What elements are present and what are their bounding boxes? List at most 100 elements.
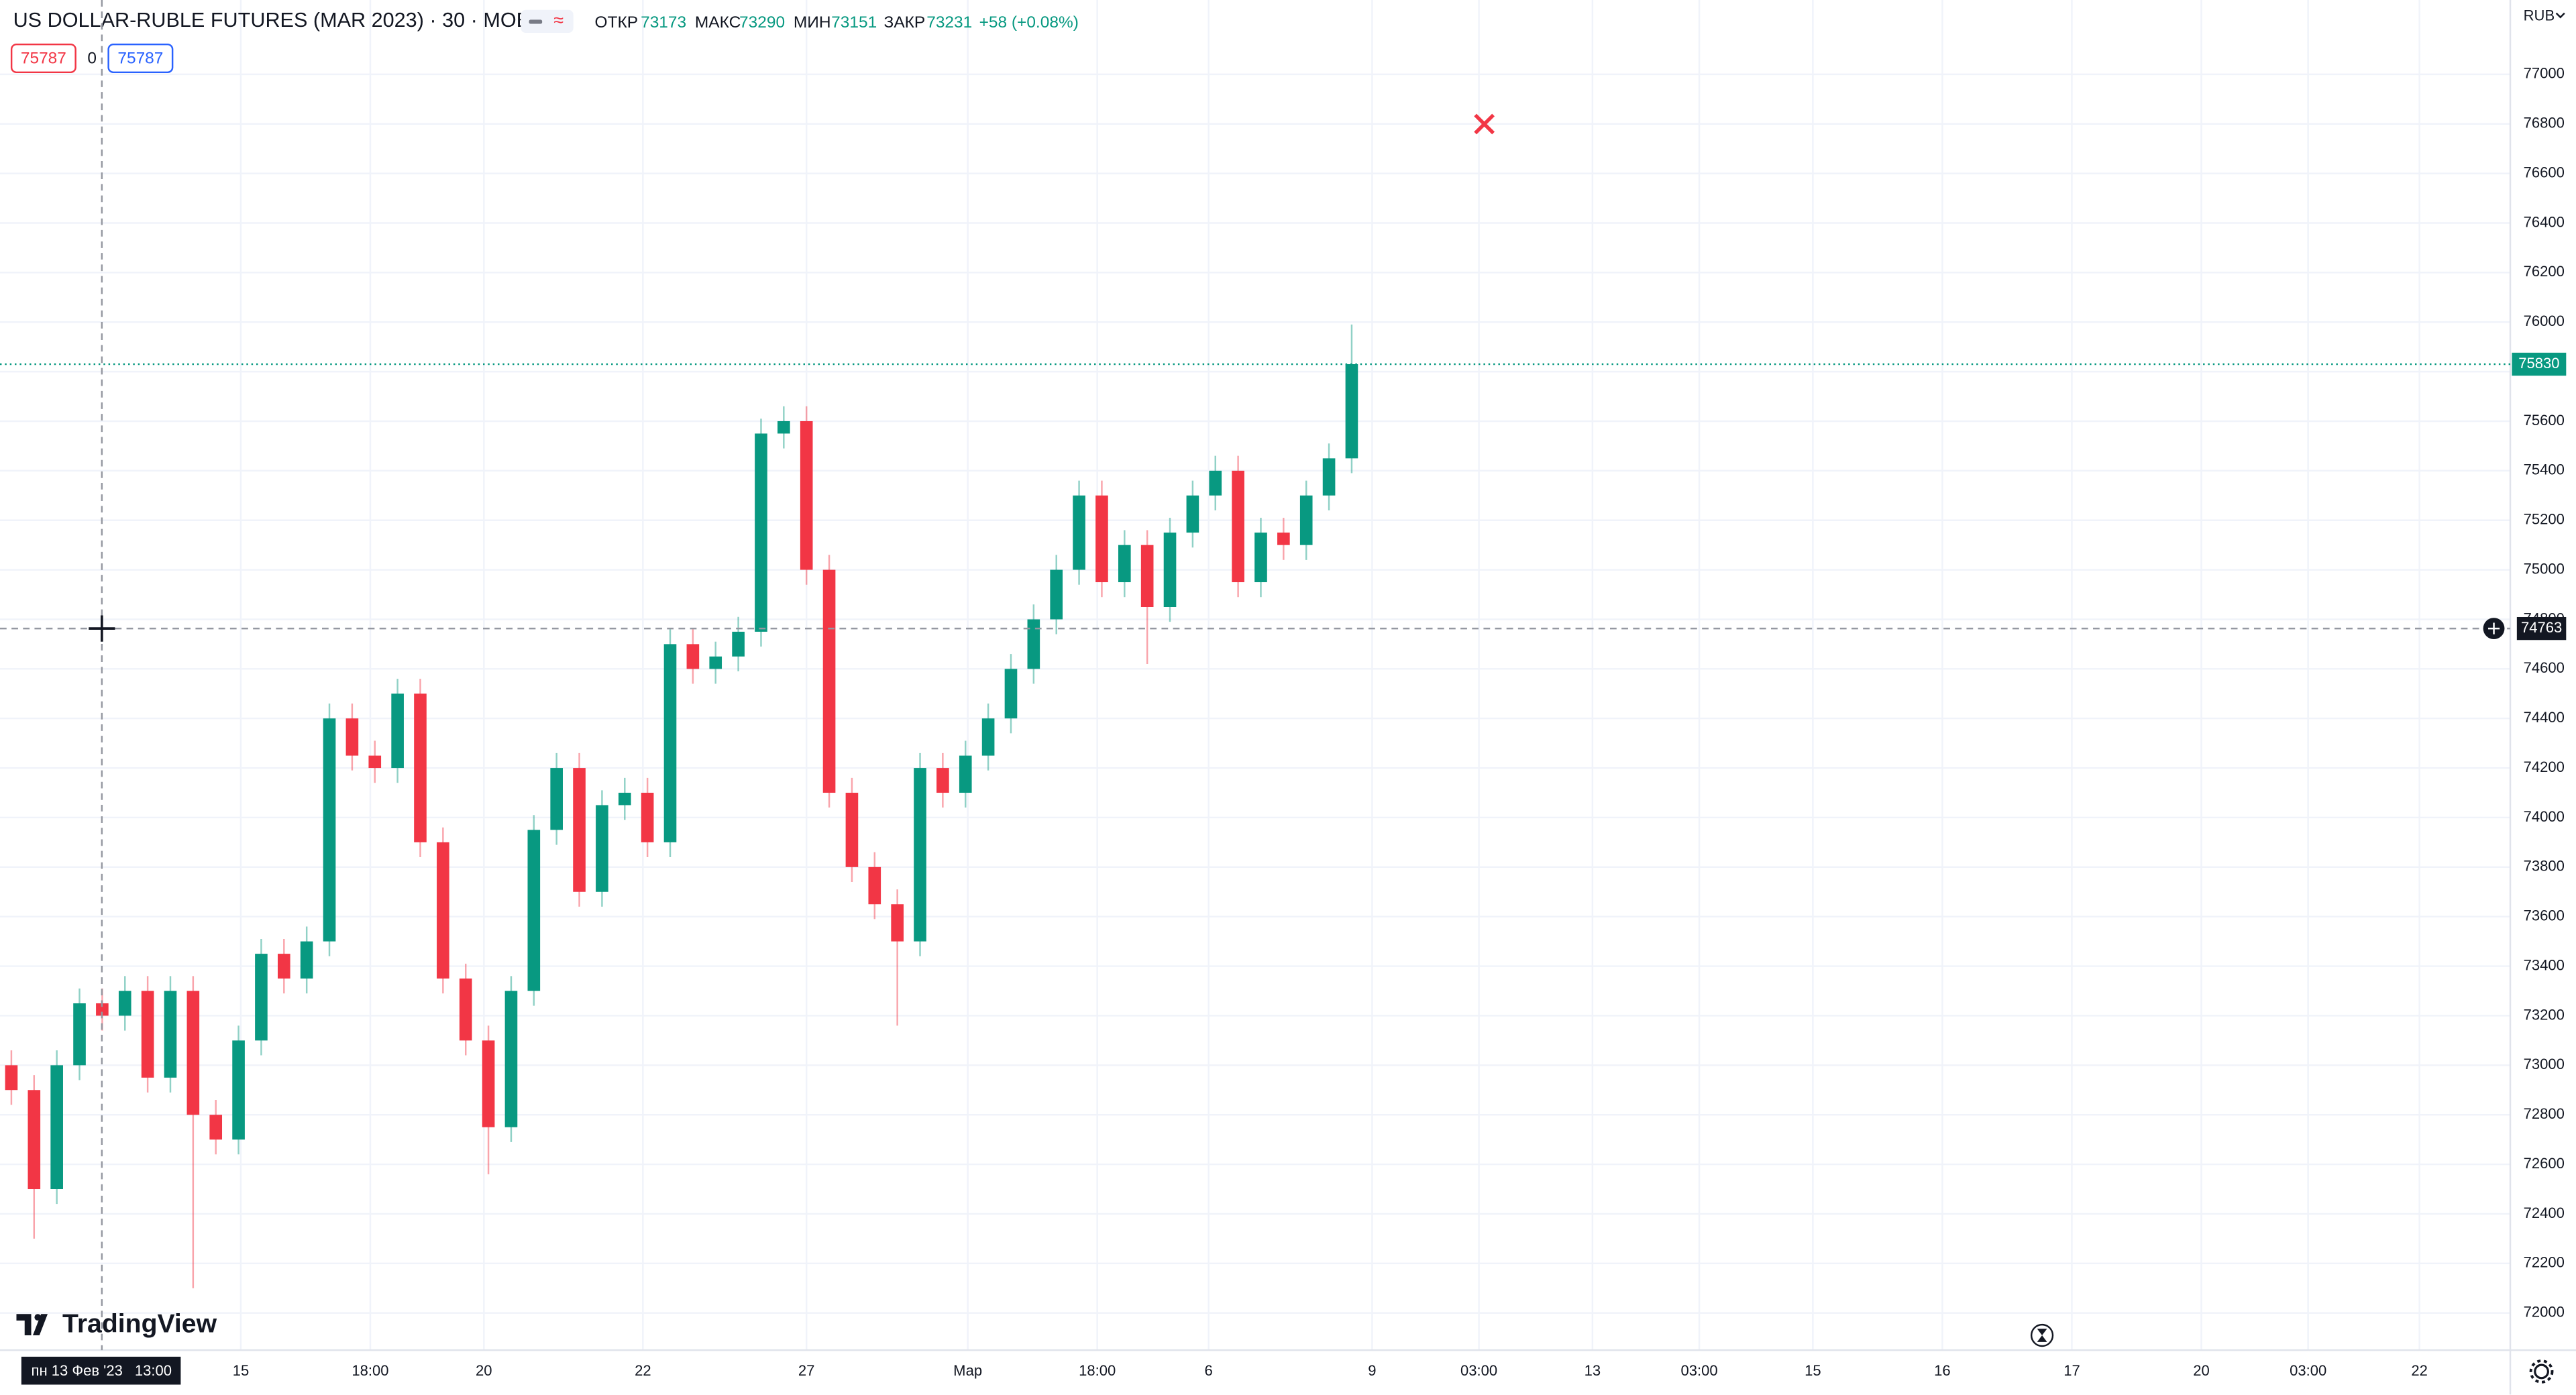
toggle-icons[interactable]: ≈ xyxy=(521,9,574,34)
candle-body xyxy=(1299,495,1313,545)
y-tick-label: 72800 xyxy=(2524,1105,2565,1122)
symbol-title[interactable]: US DOLLAR-RUBLE FUTURES (MAR 2023) · 30 … xyxy=(13,9,544,32)
candle-body xyxy=(663,644,677,842)
legend-close: 73231 xyxy=(926,13,972,32)
candle-body xyxy=(777,421,790,434)
currency-chevron[interactable] xyxy=(2555,12,2565,19)
candle-body xyxy=(300,941,313,979)
candle-body xyxy=(527,830,541,991)
y-tick-label: 72600 xyxy=(2524,1155,2565,1172)
y-tick-label: 73600 xyxy=(2524,907,2565,924)
crosshair-date: пн 13 Фев '23 xyxy=(32,1362,123,1379)
candle-body xyxy=(345,718,359,756)
legend-high: 73290 xyxy=(739,13,785,32)
x-tick-label: 03:00 xyxy=(2290,1362,2326,1379)
candle-body xyxy=(891,904,904,942)
spread: 0 xyxy=(87,50,97,68)
candle-body xyxy=(800,421,813,570)
y-tick-label: 75600 xyxy=(2524,412,2565,429)
last-price-label: 75830 xyxy=(2518,355,2559,372)
x-tick-label: 6 xyxy=(1204,1362,1212,1379)
x-tick-label: 15 xyxy=(233,1362,250,1379)
candle-body xyxy=(1209,470,1222,496)
y-tick-label: 72400 xyxy=(2524,1205,2565,1221)
candle-body xyxy=(96,1003,109,1016)
candle-body xyxy=(459,979,472,1041)
candle-body xyxy=(868,867,881,905)
y-tick-label: 74000 xyxy=(2524,808,2565,825)
x-tick-label: 13 xyxy=(1585,1362,1601,1379)
candle-body xyxy=(959,755,972,793)
y-tick-label: 73400 xyxy=(2524,956,2565,973)
watermark: TradingView xyxy=(62,1310,217,1339)
logo xyxy=(16,1314,48,1336)
candle-body xyxy=(618,793,631,805)
sell-price[interactable]: 75787 xyxy=(21,50,66,68)
candle-body xyxy=(1050,569,1063,620)
candle-body xyxy=(1232,470,1244,583)
x-tick-label: 9 xyxy=(1368,1362,1376,1379)
x-tick-label: 17 xyxy=(2063,1362,2080,1379)
candle-body xyxy=(5,1065,18,1091)
x-tick-label: 22 xyxy=(635,1362,651,1379)
candles xyxy=(5,324,1358,1288)
candle-body xyxy=(118,991,131,1016)
candle-body xyxy=(391,693,404,769)
candle-body xyxy=(504,991,518,1127)
currency[interactable]: RUB xyxy=(2524,7,2555,23)
buy-price[interactable]: 75787 xyxy=(117,50,163,68)
candle-body xyxy=(1027,619,1040,669)
candle-body xyxy=(414,693,427,842)
candle-body xyxy=(1186,495,1199,533)
candle-body xyxy=(1140,545,1154,607)
legend-low-label: МИН xyxy=(794,13,831,32)
y-tick-label: 75400 xyxy=(2524,461,2565,478)
y-tick-label: 76600 xyxy=(2524,164,2565,180)
buy-box[interactable] xyxy=(107,43,174,74)
candle-body xyxy=(936,768,949,793)
y-tick-label: 74400 xyxy=(2524,709,2565,726)
y-tick-label: 74200 xyxy=(2524,759,2565,775)
x-tick-label: 22 xyxy=(2411,1362,2428,1379)
y-tick-label: 73200 xyxy=(2524,1006,2565,1023)
candle-body xyxy=(209,1115,223,1140)
crosshair-date-box xyxy=(21,1356,181,1385)
candle-body xyxy=(232,1040,245,1140)
candle-body xyxy=(550,768,563,830)
candle-body xyxy=(1254,533,1267,583)
x-tick-label: 27 xyxy=(798,1362,815,1379)
candle-body xyxy=(845,793,859,867)
replay-icon[interactable] xyxy=(2030,1323,2054,1347)
candle-body xyxy=(141,991,154,1078)
x-tick-label: 03:00 xyxy=(1681,1362,1718,1379)
y-tick-label: 75000 xyxy=(2524,560,2565,577)
sell-box[interactable] xyxy=(10,43,76,74)
crosshair-time: 13:00 xyxy=(135,1362,172,1379)
legend-change: +58 (+0.08%) xyxy=(979,13,1079,32)
candle-body xyxy=(323,718,336,942)
legend-open: 73173 xyxy=(641,13,686,32)
overlay: 75830 74763 xyxy=(0,352,2567,642)
y-tick-label: 73800 xyxy=(2524,858,2565,875)
candle-body xyxy=(1095,495,1108,583)
y-tick-label: 72200 xyxy=(2524,1254,2565,1271)
candle-body xyxy=(482,1040,495,1127)
candle-body xyxy=(28,1090,41,1190)
y-tick-label: 74600 xyxy=(2524,659,2565,676)
legend-close-label: ЗАКР xyxy=(884,13,926,32)
x-tick-label: 18:00 xyxy=(1079,1362,1116,1379)
candle-body xyxy=(981,718,995,756)
y-tick-label: 76000 xyxy=(2524,313,2565,329)
y-tick-label: 77000 xyxy=(2524,65,2565,82)
settings-icon[interactable] xyxy=(2529,1359,2554,1384)
x-tick-label: 03:00 xyxy=(1460,1362,1497,1379)
candle-body xyxy=(1277,533,1290,545)
last-price-box xyxy=(2512,352,2567,376)
candle-body xyxy=(73,1003,86,1066)
marker-x xyxy=(1474,113,1495,135)
candle-body xyxy=(732,631,745,657)
candle-body xyxy=(255,954,268,1041)
